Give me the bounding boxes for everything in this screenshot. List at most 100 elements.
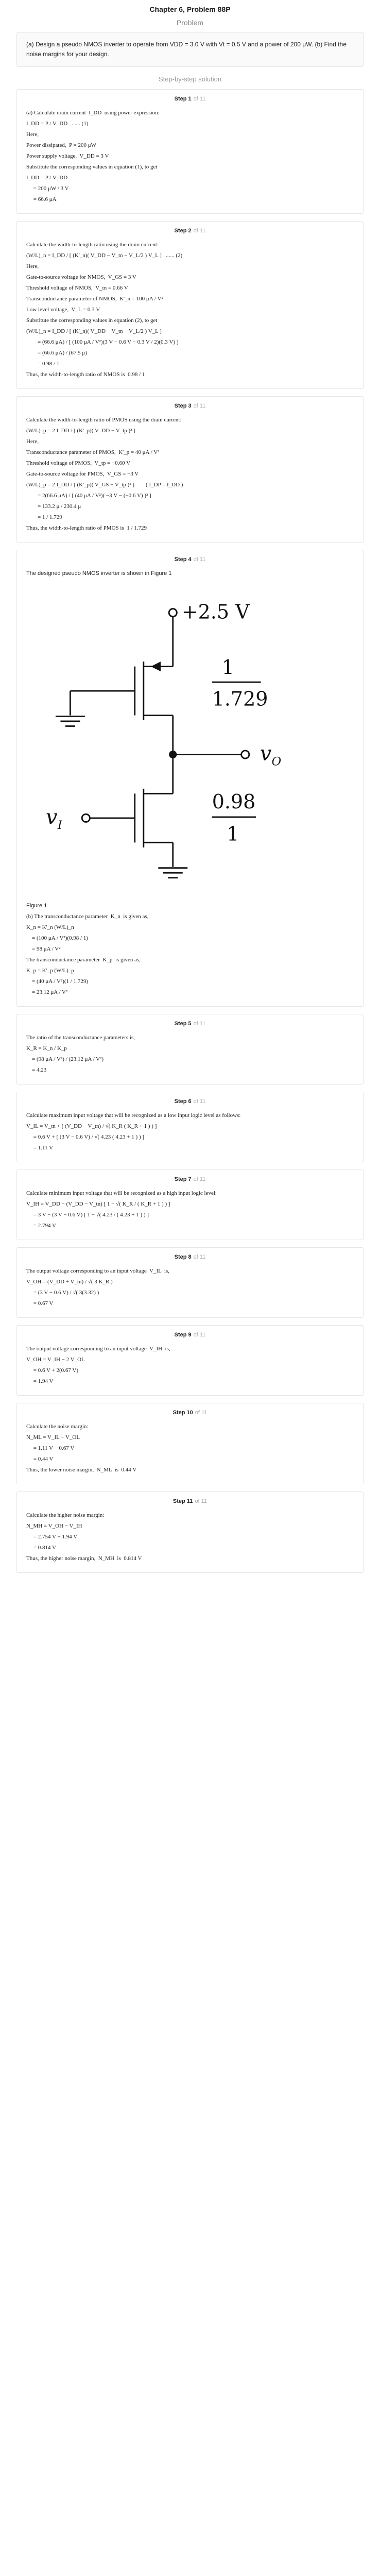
step-count: of 11 [193, 1332, 206, 1338]
step-line: = 0.6 V + [ (3 V − 0.6 V) / √( 4.23 ( 4.… [26, 1134, 145, 1140]
step-line: = 200 μW / 3 V [26, 185, 69, 192]
step-line: Thus, the width-to-length ratio of PMOS … [26, 525, 147, 531]
step-heading: Step 7 of 11 [26, 1170, 354, 1187]
step-count: of 11 [193, 556, 206, 563]
step-line: K_R = K_n / K_p [26, 1045, 67, 1052]
step-heading: Step 6 of 11 [26, 1092, 354, 1109]
figure-intro: The designed pseudo NMOS inverter is sho… [26, 570, 172, 577]
step-line: = 1.11 V − 0.67 V [26, 1445, 75, 1451]
figure-caption: Figure 1 [26, 903, 47, 909]
step-line: Transconductance parameter of NMOS, K'_n… [26, 296, 163, 302]
step-line: N_ML = V_IL − V_OL [26, 1434, 80, 1440]
step-line: The transconductance parameter K_p is gi… [26, 957, 141, 963]
step-line: (b) The transconductance parameter K_n i… [26, 913, 149, 920]
step-count: of 11 [193, 96, 206, 102]
step-card-2: Step 2 of 11 Calculate the width-to-lengt… [16, 221, 364, 389]
step-title: Step 5 [174, 1021, 192, 1027]
step-line: = 0.6 V + 2(0.67 V) [26, 1367, 79, 1374]
vdd-terminal [168, 608, 178, 618]
step-line: (W/L)_p = 2 I_DD / [ (K'_p)( V_DD − V_tp… [26, 428, 135, 434]
step-line: Thus, the width-to-length ratio of NMOS … [26, 371, 145, 378]
step-heading: Step 5 of 11 [26, 1014, 354, 1031]
step-body: Calculate the width-to-length ratio of P… [26, 416, 354, 533]
step-line: = (100 μA / V²)(0.98 / 1) [26, 935, 88, 941]
step-line: = (40 μA / V²)(1 / 1.729) [26, 978, 88, 985]
pmos-ratio-numerator: 1 [222, 656, 234, 679]
step-count: of 11 [195, 1410, 208, 1416]
problem-label: Problem [176, 19, 204, 27]
step-line: (W/L)_n = I_DD / [ (K'_n)( V_DD − V_tn −… [26, 252, 183, 259]
step-line: = 2.794 V [26, 1223, 56, 1229]
step-title: Step 2 [174, 228, 192, 234]
nmos-ratio-numerator: 0.98 [212, 790, 256, 813]
output-terminal [240, 750, 250, 759]
step-line: Substitute the corresponding values in e… [26, 317, 158, 324]
step-line: = (98 μA / V²) / (23.12 μA / V²) [26, 1056, 104, 1062]
vi-label: v [46, 805, 58, 829]
step-card-11: Step 11 of 11 Calculate the higher noise … [16, 1492, 364, 1573]
step-line: = 133.2 μ / 230.4 μ [26, 503, 81, 510]
step-line: = 2.754 V − 1.94 V [26, 1534, 78, 1540]
step-body: Calculate the higher noise margin: N_MH =… [26, 1511, 354, 1563]
step-line: (W/L)_n = I_DD / [ (K'_n)( V_DD − V_tn −… [26, 328, 162, 334]
step-line: Threshold voltage of PMOS, V_tp = −0.60 … [26, 460, 131, 466]
vi-subscript: I [57, 819, 63, 832]
step-title: Step 9 [174, 1332, 192, 1338]
step-card-7: Step 7 of 11 Calculate minimum input volt… [16, 1170, 364, 1240]
step-line: = 0.44 V [26, 1456, 54, 1462]
pmos-ratio-denominator: 1.729 [212, 688, 268, 710]
step-title: Step 8 [174, 1254, 192, 1260]
step-line: = 2(66.6 μA) / [ (40 μA / V²)( −3 V − (−… [26, 493, 151, 499]
step-line: K_n = K'_n (W/L)_n [26, 924, 74, 930]
solution-page: Chapter 6, Problem 88P Problem (a) Desig… [16, 5, 364, 1573]
step-card-8: Step 8 of 11 The output voltage correspon… [16, 1247, 364, 1318]
step-line: N_MH = V_OH − V_IH [26, 1523, 82, 1529]
step-line: V_IH = V_DD − (V_DD − V_tn) [ 1 − √( K_R… [26, 1201, 170, 1207]
step-line: = (66.6 μA) / (67.5 μ) [26, 350, 87, 356]
step-line: The output voltage corresponding to an i… [26, 1268, 170, 1274]
step-title: Step 3 [174, 403, 192, 409]
step-count: of 11 [193, 1176, 206, 1182]
step-card-9: Step 9 of 11 The output voltage correspon… [16, 1325, 364, 1396]
step-card-5: Step 5 of 11 The ratio of the transconduc… [16, 1014, 364, 1084]
step-body: Calculate the noise margin: N_ML = V_IL −… [26, 1422, 354, 1475]
step-line: Substitute the corresponding values in e… [26, 164, 158, 170]
step-line: (W/L)_p = 2 I_DD / [ (K'_p)( V_GS − V_tp… [26, 482, 183, 488]
step-line: The ratio of the transconductance parame… [26, 1035, 135, 1041]
step-line: The output voltage corresponding to an i… [26, 1346, 170, 1352]
step-line: = 4.23 [26, 1067, 47, 1073]
step-heading: Step 8 of 11 [26, 1248, 354, 1265]
step-card-6: Step 6 of 11 Calculate maximum input volt… [16, 1092, 364, 1162]
step-line: Here, [26, 263, 39, 269]
step-line: Transconductance parameter of PMOS, K'_p… [26, 449, 160, 455]
step-line: Here, [26, 438, 39, 445]
step-body: The designed pseudo NMOS inverter is sho… [26, 569, 354, 997]
problem-statement: (a) Design a pseudo NMOS inverter to ope… [16, 32, 364, 67]
step-line: Gate-to-source voltage for PMOS, V_GS = … [26, 471, 139, 477]
step-body: Calculate maximum input voltage that wil… [26, 1111, 354, 1153]
step-line: = 1 / 1.729 [26, 514, 62, 520]
vdd-label: +2.5 V [182, 601, 250, 623]
step-title: Step 10 [172, 1410, 193, 1416]
step-card-4: Step 4 of 11 The designed pseudo NMOS inv… [16, 550, 364, 1007]
step-line: V_IL = V_tn + [ (V_DD − V_tn) / √( K_R (… [26, 1123, 157, 1129]
step-line: Gate-to-source voltage for NMOS, V_GS = … [26, 274, 136, 280]
solution-label: Step-by-step solution [158, 75, 222, 83]
chapter-title: Chapter 6, Problem 88P [149, 5, 231, 13]
nmos-ratio-denominator: 1 [227, 823, 239, 845]
step-heading: Step 10 of 11 [26, 1403, 354, 1420]
step-body: The ratio of the transconductance parame… [26, 1033, 354, 1075]
step-heading: Step 4 of 11 [26, 550, 354, 567]
step-count: of 11 [193, 1254, 206, 1260]
step-line: = 66.6 μA [26, 196, 57, 202]
step-count: of 11 [193, 403, 206, 409]
step-line: Calculate the higher noise margin: [26, 1512, 105, 1518]
step-line: Power supply voltage, V_DD = 3 V [26, 153, 109, 159]
step-line: (a) Calculate drain current I_DD using p… [26, 110, 160, 116]
step-line: Thus, the higher noise margin, N_MH is 0… [26, 1555, 142, 1562]
step-heading: Step 3 of 11 [26, 397, 354, 414]
step-title: Step 1 [174, 96, 192, 102]
input-terminal [81, 813, 91, 823]
step-body: The output voltage corresponding to an i… [26, 1267, 354, 1308]
